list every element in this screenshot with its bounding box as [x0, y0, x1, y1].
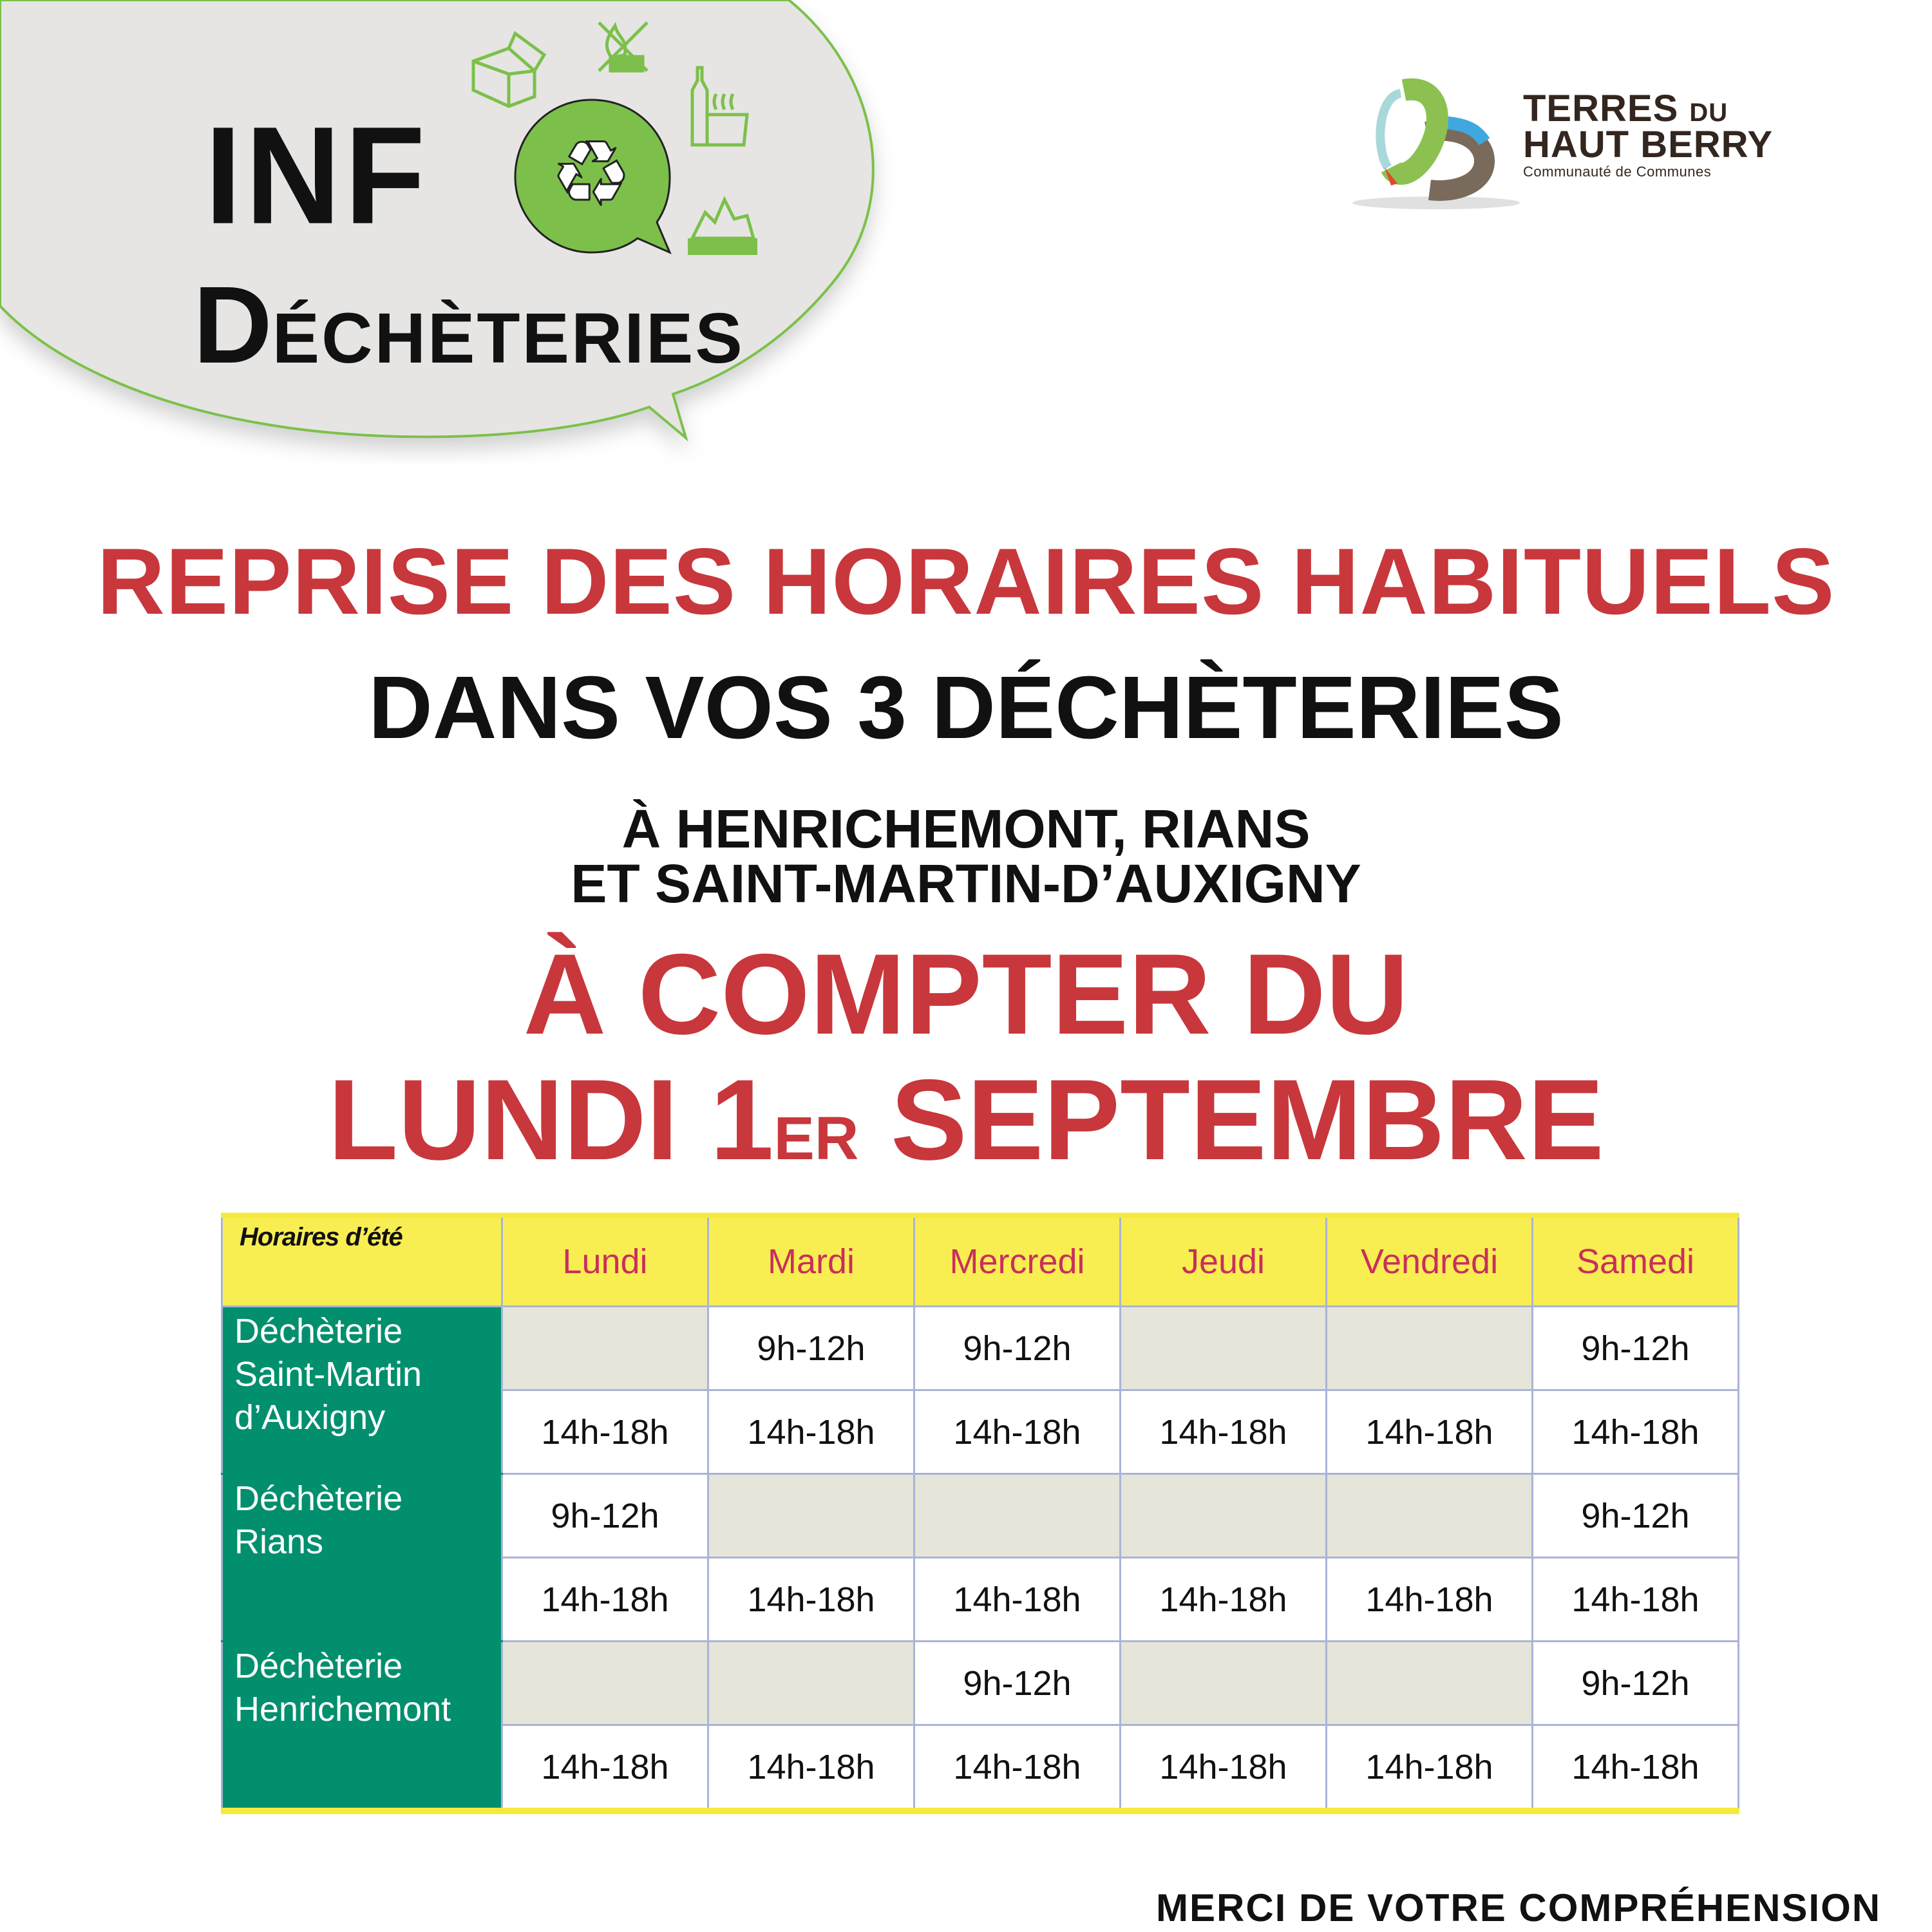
hours-cell: 14h-18h: [501, 1724, 709, 1812]
closed-cell: [1119, 1305, 1327, 1391]
badge-title-inf: INF: [205, 98, 430, 253]
hours-cell: 9h-12h: [913, 1305, 1121, 1391]
logo-line-du: DU: [1689, 99, 1728, 127]
table-row: Déchèterie Rians 9h-12h 9h-12h: [221, 1473, 1739, 1642]
closed-cell: [707, 1640, 915, 1726]
site-name: Déchèterie Rians: [221, 1473, 503, 1642]
subheadline: DANS VOS 3 DÉCHÈTERIES: [368, 658, 1564, 757]
hours-cell: 9h-12h: [501, 1473, 709, 1558]
badge-title-rest: ÉCHÈTERIES: [272, 299, 744, 378]
recycle-icon: ♻: [514, 99, 672, 254]
footer-message: MERCI DE VOTRE COMPRÉHENSION: [1156, 1886, 1882, 1929]
closed-cell: [1325, 1640, 1533, 1726]
logo-tagline: Communauté de Communes: [1523, 164, 1712, 180]
hours-cell: 14h-18h: [707, 1389, 915, 1475]
bottle-pot-icon: [690, 66, 749, 147]
hours-cell: 9h-12h: [1531, 1640, 1739, 1726]
hours-cell: 9h-12h: [913, 1640, 1121, 1726]
hours-cell: 14h-18h: [1119, 1389, 1327, 1475]
table-header-row: Horaires d’été Lundi Mardi Mercredi Jeud…: [221, 1214, 1739, 1307]
hours-cell: 14h-18h: [913, 1389, 1121, 1475]
day-header: Jeudi: [1119, 1214, 1327, 1307]
closed-cell: [1325, 1305, 1533, 1391]
hours-cell: 9h-12h: [707, 1305, 915, 1391]
hours-cell: 14h-18h: [1119, 1724, 1327, 1812]
hours-cell: 14h-18h: [913, 1724, 1121, 1812]
hours-cell: 14h-18h: [913, 1557, 1121, 1642]
hours-cell: 14h-18h: [1531, 1557, 1739, 1642]
table-row: 14h-18h 14h-18h 14h-18h 14h-18h 14h-18h 14h-1…: [222, 1557, 1739, 1642]
terres-du-haut-berry-logo-icon: [1352, 78, 1520, 209]
table-row: 14h-18h 14h-18h 14h-18h 14h-18h 14h-18h 14h-1…: [222, 1389, 1739, 1475]
day-header: Mardi: [707, 1214, 915, 1307]
date-month: SEPTEMBRE: [858, 1056, 1604, 1184]
locations-line-2: ET SAINT-MARTIN-D’AUXIGNY: [571, 853, 1361, 914]
no-burning-icon: [598, 21, 649, 73]
day-header: Vendredi: [1325, 1214, 1533, 1307]
closed-cell: [1325, 1473, 1533, 1558]
closed-cell: [1119, 1473, 1327, 1558]
badge-title-decheteries: DÉCHÈTERIES: [193, 270, 744, 380]
headline: REPRISE DES HORAIRES HABITUELS: [97, 529, 1835, 634]
closed-cell: [913, 1473, 1121, 1558]
rubble-pile-icon: [688, 196, 757, 255]
hours-cell: 14h-18h: [501, 1389, 709, 1475]
table-row: Déchèterie Henrichemont 9h-12h 9h-12h: [221, 1640, 1739, 1812]
date-line-1: À COMPTER DU: [523, 930, 1409, 1058]
logo-text: TERRES DU HAUT BERRY Communauté de Commu…: [1523, 90, 1773, 179]
hours-cell: 14h-18h: [1531, 1724, 1739, 1812]
hours-cell: 14h-18h: [707, 1724, 915, 1812]
closed-cell: [1119, 1640, 1327, 1726]
day-header: Lundi: [501, 1214, 709, 1307]
hours-cell: 14h-18h: [707, 1557, 915, 1642]
hours-cell: 14h-18h: [1531, 1389, 1739, 1475]
closed-cell: [501, 1640, 709, 1726]
closed-cell: [707, 1473, 915, 1558]
hours-cell: 14h-18h: [1325, 1724, 1533, 1812]
logo-line-terres: TERRES: [1523, 88, 1679, 129]
info-speech-bubble: ♻: [0, 0, 875, 442]
cardboard-box-icon: [471, 31, 547, 108]
date-ordinal: ER: [773, 1104, 859, 1173]
badge-title-initial: D: [193, 264, 272, 386]
hours-cell: 14h-18h: [1325, 1557, 1533, 1642]
schedule-table: Horaires d’été Lundi Mardi Mercredi Jeud…: [221, 1213, 1739, 1814]
table-corner-label: Horaires d’été: [221, 1214, 503, 1307]
hours-cell: 14h-18h: [1325, 1389, 1533, 1475]
table-row: 14h-18h 14h-18h 14h-18h 14h-18h 14h-18h 14h-1…: [222, 1724, 1739, 1812]
svg-text:♻: ♻: [551, 122, 632, 227]
table-row: Déchèterie Saint-Martin d’Auxigny 9h-12h 9…: [221, 1305, 1739, 1475]
date-day: LUNDI 1: [328, 1056, 774, 1184]
day-header: Samedi: [1531, 1214, 1739, 1307]
hours-cell: 14h-18h: [1119, 1557, 1327, 1642]
hours-cell: 9h-12h: [1531, 1305, 1739, 1391]
closed-cell: [501, 1305, 709, 1391]
locations-line-1: À HENRICHEMONT, RIANS: [621, 799, 1311, 859]
hours-cell: 14h-18h: [501, 1557, 709, 1642]
hours-cell: 9h-12h: [1531, 1473, 1739, 1558]
date-line-2: LUNDI 1ER SEPTEMBRE: [0, 1063, 1932, 1177]
site-name: Déchèterie Saint-Martin d’Auxigny: [221, 1305, 503, 1475]
day-header: Mercredi: [913, 1214, 1121, 1307]
site-name: Déchèterie Henrichemont: [221, 1640, 503, 1812]
logo-line-haut-berry: HAUT BERRY: [1523, 124, 1774, 166]
